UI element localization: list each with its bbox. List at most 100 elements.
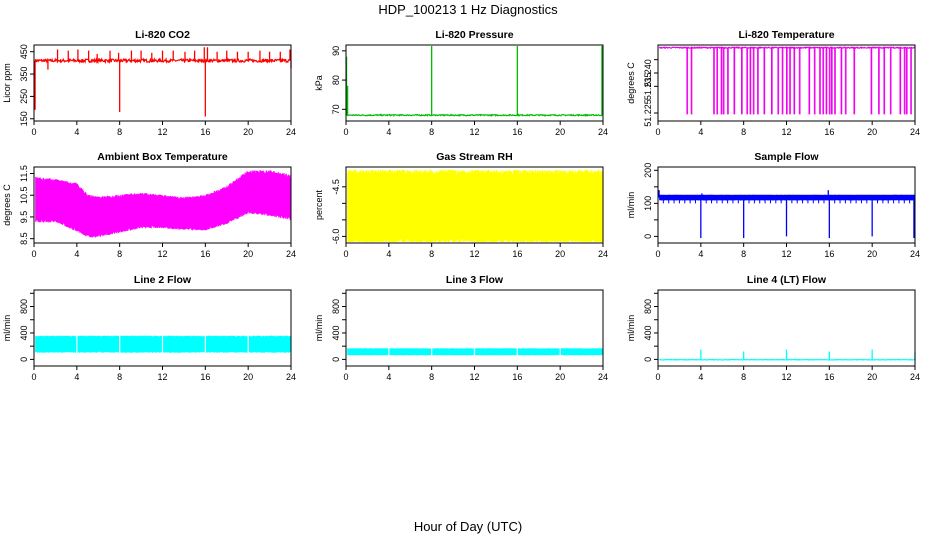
x-tick-label: 16 <box>824 372 834 382</box>
x-tick-label: 24 <box>598 127 608 137</box>
x-tick-label: 20 <box>243 249 253 259</box>
x-tick-label: 20 <box>243 127 253 137</box>
x-tick-label: 20 <box>867 372 877 382</box>
panel-title: Ambient Box Temperature <box>97 151 228 163</box>
panel-4: Gas Stream RH 0 4 8 12 16 20 24 -6.0 -4.5 percent <box>314 151 608 259</box>
x-tick-label: 4 <box>698 372 703 382</box>
x-tick-label: 4 <box>698 249 703 259</box>
y-tick-label: 800 <box>19 299 29 314</box>
x-tick-label: 8 <box>117 372 122 382</box>
x-tick-label: 0 <box>655 372 660 382</box>
x-axis: 0 4 8 12 16 20 24 <box>343 366 608 382</box>
panel-4-series <box>347 169 603 242</box>
x-tick-label: 0 <box>655 249 660 259</box>
panel-title: Line 2 Flow <box>134 274 192 286</box>
x-tick-label: 12 <box>781 372 791 382</box>
x-tick-label: 0 <box>343 249 348 259</box>
x-axis: 0 4 8 12 16 20 24 <box>31 121 296 137</box>
x-tick-label: 0 <box>31 249 36 259</box>
y-axis-label: ml/min <box>314 315 324 342</box>
panel-7-series <box>347 347 603 357</box>
y-tick-label: 90 <box>331 46 341 56</box>
x-axis: 0 4 8 12 16 20 24 <box>343 121 608 137</box>
x-tick-label: 24 <box>286 127 296 137</box>
x-tick-label: 8 <box>429 372 434 382</box>
y-tick-label: 400 <box>19 325 29 340</box>
y-axis-label: degrees C <box>2 184 12 226</box>
y-tick-label: 200 <box>643 163 653 178</box>
panel-8-series <box>658 349 916 361</box>
x-tick-label: 4 <box>386 249 391 259</box>
x-tick-label: 12 <box>781 249 791 259</box>
data-trace <box>35 170 291 238</box>
y-tick-label: 11.5 <box>19 165 29 182</box>
panel-title: Line 4 (LT) Flow <box>747 274 827 286</box>
y-tick-label: 800 <box>331 299 341 314</box>
x-tick-label: 24 <box>286 372 296 382</box>
y-tick-label: 8.5 <box>19 232 29 245</box>
x-tick-label: 20 <box>243 372 253 382</box>
x-tick-label: 24 <box>598 372 608 382</box>
panel-5-series <box>658 190 915 239</box>
panel-7: Line 3 Flow 0 4 8 12 16 20 24 0 400 800 ml/min <box>314 274 608 382</box>
figure-title: HDP_100213 1 Hz Diagnostics <box>378 2 558 17</box>
y-tick-label: -4.5 <box>331 179 341 195</box>
plot-frame <box>345 44 604 122</box>
plot-frame <box>33 289 292 367</box>
panel-title: Li-820 CO2 <box>135 29 190 41</box>
y-tick-label: 10.5 <box>19 186 29 204</box>
x-tick-label: 0 <box>655 127 660 137</box>
x-tick-label: 0 <box>343 372 348 382</box>
y-tick-label: 800 <box>643 299 653 314</box>
y-axis: 0 400 800 <box>643 292 658 362</box>
x-tick-label: 12 <box>157 127 167 137</box>
x-tick-label: 12 <box>157 249 167 259</box>
x-tick-label: 0 <box>31 372 36 382</box>
panel-5: Sample Flow 0 4 8 12 16 20 24 0 100 200 ml/min <box>626 151 920 259</box>
y-axis: 8.5 9.5 10.5 11.5 <box>19 165 34 245</box>
x-tick-label: 4 <box>74 249 79 259</box>
y-axis-label: ml/min <box>2 315 12 342</box>
y-tick-label: 51.240 <box>643 59 653 87</box>
panel-1-series <box>345 46 603 118</box>
x-tick-label: 24 <box>910 249 920 259</box>
panel-6: Line 2 Flow 0 4 8 12 16 20 24 0 400 800 ml/min <box>2 274 296 382</box>
x-tick-label: 4 <box>386 372 391 382</box>
y-tick-label: 450 <box>19 44 29 59</box>
y-tick-label: 350 <box>19 67 29 82</box>
data-trace <box>659 194 915 201</box>
x-tick-label: 8 <box>429 127 434 137</box>
y-axis: 0 400 800 <box>19 292 34 362</box>
x-tick-label: 8 <box>429 249 434 259</box>
x-axis: 0 4 8 12 16 20 24 <box>655 366 920 382</box>
x-tick-label: 16 <box>824 127 834 137</box>
panel-1: Li-820 Pressure 0 4 8 12 16 20 24 70 80 90 kPa <box>314 29 608 137</box>
y-axis: 0 400 800 <box>331 292 346 362</box>
x-tick-label: 4 <box>74 372 79 382</box>
y-tick-label: 0 <box>19 357 29 362</box>
panel-0: Li-820 CO2 0 4 8 12 16 20 24 150 250 350 450 Licor p… <box>2 29 296 137</box>
y-tick-label: 51.235 <box>643 73 653 101</box>
x-tick-label: 0 <box>343 127 348 137</box>
y-axis-label: percent <box>314 189 324 220</box>
x-tick-label: 24 <box>910 127 920 137</box>
y-tick-label: -6.0 <box>331 229 341 245</box>
y-tick-label: 250 <box>19 89 29 104</box>
y-tick-label: 400 <box>331 325 341 340</box>
x-tick-label: 12 <box>469 249 479 259</box>
panel-0-series <box>33 47 292 117</box>
x-tick-label: 8 <box>117 249 122 259</box>
x-tick-label: 16 <box>824 249 834 259</box>
x-tick-label: 12 <box>469 372 479 382</box>
x-tick-label: 24 <box>598 249 608 259</box>
x-tick-label: 8 <box>741 127 746 137</box>
y-tick-label: 150 <box>19 111 29 126</box>
x-axis: 0 4 8 12 16 20 24 <box>31 366 296 382</box>
x-tick-label: 20 <box>555 372 565 382</box>
x-tick-label: 24 <box>910 372 920 382</box>
x-tick-label: 20 <box>555 249 565 259</box>
y-tick-label: 100 <box>643 196 653 211</box>
y-axis: 150 250 350 450 <box>19 44 34 126</box>
y-tick-label: 400 <box>643 325 653 340</box>
